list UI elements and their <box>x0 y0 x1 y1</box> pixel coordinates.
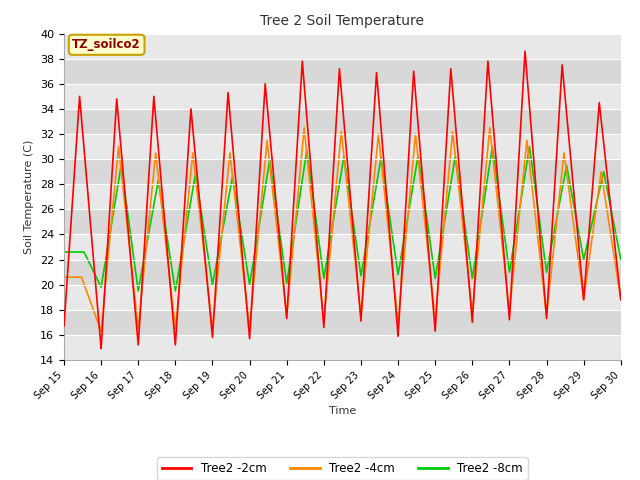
Bar <box>64 34 621 59</box>
Tree2 -4cm <box>60 274 68 280</box>
Tree2 -8cm <box>617 257 625 263</box>
Bar <box>64 59 621 84</box>
Tree2 -4cm <box>104 260 111 266</box>
Line: Tree2 -2cm: Tree2 -2cm <box>64 51 621 348</box>
Legend: Tree2 -2cm, Tree2 -4cm, Tree2 -8cm: Tree2 -2cm, Tree2 -4cm, Tree2 -8cm <box>157 457 528 480</box>
Tree2 -4cm <box>617 297 625 302</box>
Tree2 -4cm <box>97 328 105 334</box>
Tree2 -8cm <box>488 144 496 149</box>
Tree2 -2cm <box>308 180 316 185</box>
Tree2 -8cm <box>103 248 111 253</box>
Tree2 -2cm <box>521 48 529 54</box>
Bar <box>64 184 621 209</box>
Bar <box>64 310 621 335</box>
Tree2 -2cm <box>97 346 105 351</box>
Tree2 -8cm <box>377 155 385 161</box>
Bar <box>64 134 621 159</box>
Tree2 -8cm <box>134 288 142 294</box>
Bar <box>64 260 621 285</box>
Bar <box>64 84 621 109</box>
Bar <box>64 159 621 184</box>
Tree2 -2cm <box>319 306 326 312</box>
Y-axis label: Soil Temperature (C): Soil Temperature (C) <box>24 140 35 254</box>
Title: Tree 2 Soil Temperature: Tree 2 Soil Temperature <box>260 14 424 28</box>
Tree2 -2cm <box>104 242 111 248</box>
Bar <box>64 234 621 260</box>
Tree2 -2cm <box>297 84 305 89</box>
Tree2 -8cm <box>319 264 326 270</box>
Tree2 -4cm <box>127 252 134 258</box>
Bar <box>64 209 621 234</box>
Tree2 -4cm <box>378 160 385 166</box>
Bar <box>64 109 621 134</box>
X-axis label: Time: Time <box>329 407 356 416</box>
Tree2 -4cm <box>297 162 305 168</box>
Tree2 -8cm <box>126 227 134 232</box>
Bar <box>64 335 621 360</box>
Tree2 -8cm <box>297 188 305 193</box>
Line: Tree2 -8cm: Tree2 -8cm <box>64 146 621 291</box>
Tree2 -4cm <box>319 308 326 314</box>
Tree2 -8cm <box>308 187 316 193</box>
Tree2 -2cm <box>377 125 385 131</box>
Tree2 -2cm <box>127 252 134 257</box>
Tree2 -8cm <box>60 249 68 255</box>
Tree2 -2cm <box>60 323 68 329</box>
Line: Tree2 -4cm: Tree2 -4cm <box>64 128 621 331</box>
Tree2 -4cm <box>300 125 308 131</box>
Text: TZ_soilco2: TZ_soilco2 <box>72 38 141 51</box>
Tree2 -2cm <box>617 297 625 302</box>
Tree2 -4cm <box>308 207 316 213</box>
Bar <box>64 285 621 310</box>
